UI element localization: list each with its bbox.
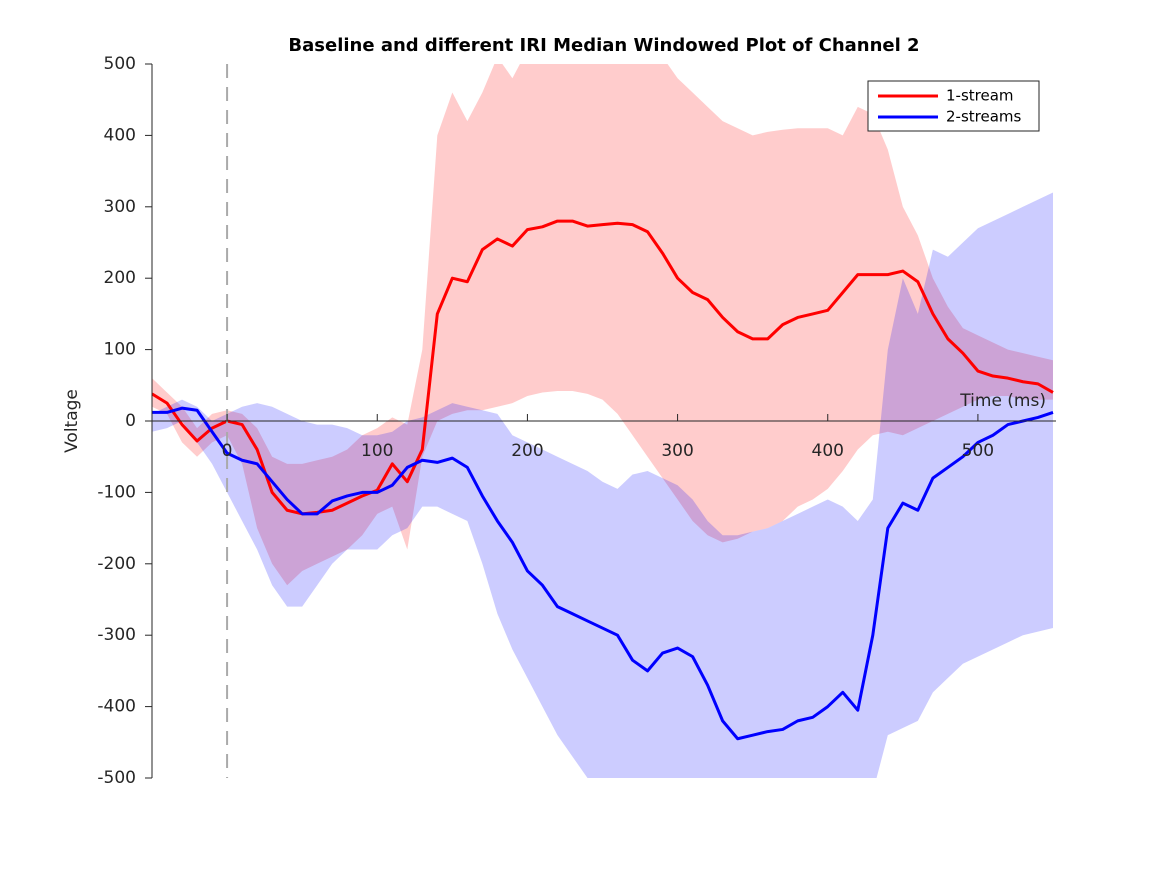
series-line: [152, 406, 1054, 741]
y-tick-label: 0: [125, 411, 136, 431]
x-tick-label: 500: [962, 441, 994, 461]
y-tick-label: 100: [104, 340, 136, 360]
confidence-band: [152, 192, 1053, 778]
y-tick-label: -400: [97, 697, 136, 717]
y-tick-label: -100: [97, 482, 136, 502]
confidence-band: [152, 64, 1053, 586]
x-tick-label: 0: [222, 441, 233, 461]
y-axis-label: Voltage: [62, 389, 82, 453]
x-axis-label: Time (ms): [959, 391, 1046, 411]
y-tick-label: 200: [104, 268, 136, 288]
x-tick-label: 400: [812, 441, 844, 461]
legend-label: 2-streams: [946, 108, 1022, 126]
chart-title: Baseline and different IRI Median Window…: [288, 35, 919, 56]
y-tick-label: 300: [104, 197, 136, 217]
legend-label: 1-stream: [946, 87, 1014, 105]
y-tick-label: -500: [97, 768, 136, 788]
x-tick-label: 100: [361, 441, 393, 461]
legend-box: [867, 80, 1040, 132]
y-tick-label: -300: [97, 625, 136, 645]
plot-area: [152, 64, 1054, 778]
x-tick-label: 200: [511, 441, 543, 461]
y-tick-label: 500: [104, 54, 136, 74]
y-tick-label: -200: [97, 554, 136, 574]
y-tick-label: 400: [104, 125, 136, 145]
x-tick-label: 300: [661, 441, 693, 461]
